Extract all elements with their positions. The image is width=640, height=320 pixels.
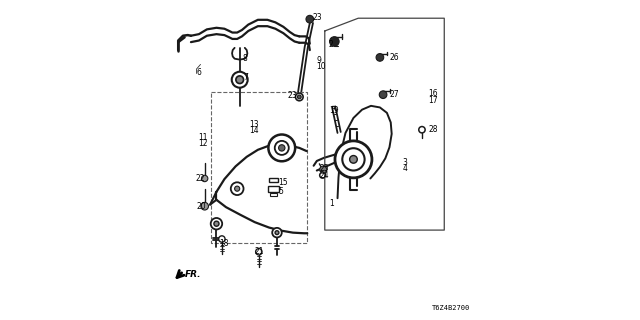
Text: 18: 18: [220, 239, 229, 248]
Circle shape: [298, 95, 301, 99]
Circle shape: [278, 145, 285, 151]
Text: 19: 19: [330, 106, 339, 115]
Text: 17: 17: [428, 96, 438, 105]
Text: 6: 6: [196, 68, 201, 77]
Circle shape: [342, 148, 365, 171]
Text: 3: 3: [402, 158, 407, 167]
Text: 16: 16: [428, 89, 438, 98]
Circle shape: [272, 228, 282, 237]
Text: 1: 1: [329, 199, 333, 208]
Circle shape: [335, 141, 372, 178]
Text: 28: 28: [428, 125, 438, 134]
Text: T6Z4B2700: T6Z4B2700: [431, 305, 470, 311]
Circle shape: [202, 175, 208, 182]
Circle shape: [235, 186, 240, 191]
Text: 5: 5: [278, 187, 283, 196]
Text: 27: 27: [390, 90, 399, 99]
Circle shape: [349, 156, 357, 163]
Text: 7: 7: [243, 73, 248, 82]
Text: 23: 23: [287, 91, 297, 100]
Text: 20: 20: [196, 202, 206, 211]
Circle shape: [330, 37, 339, 46]
Text: 21: 21: [255, 247, 264, 256]
Circle shape: [306, 15, 314, 23]
Text: 9: 9: [316, 56, 321, 65]
Circle shape: [236, 76, 244, 84]
Text: 13: 13: [249, 120, 259, 129]
Text: 8: 8: [243, 54, 248, 63]
Circle shape: [380, 91, 387, 99]
Text: 15: 15: [278, 179, 287, 188]
Text: 25: 25: [319, 164, 329, 173]
Circle shape: [320, 166, 326, 173]
Circle shape: [255, 249, 262, 255]
Circle shape: [268, 134, 295, 161]
Text: 24: 24: [319, 171, 329, 180]
Text: 22: 22: [195, 174, 205, 183]
Text: 14: 14: [249, 126, 259, 135]
Text: 4: 4: [402, 164, 407, 173]
Circle shape: [232, 72, 248, 88]
Text: 10: 10: [316, 62, 326, 71]
Circle shape: [219, 236, 225, 242]
Circle shape: [214, 221, 219, 226]
Text: 12: 12: [198, 139, 208, 148]
Text: 26: 26: [390, 53, 399, 62]
Text: 23: 23: [313, 13, 323, 22]
Circle shape: [275, 141, 289, 155]
Circle shape: [211, 218, 222, 229]
Bar: [269, 193, 277, 196]
Circle shape: [201, 202, 209, 210]
Circle shape: [376, 53, 384, 61]
Circle shape: [320, 172, 325, 178]
Text: 2: 2: [329, 40, 333, 49]
Circle shape: [296, 93, 303, 101]
Bar: [268, 186, 278, 193]
Circle shape: [275, 231, 279, 235]
Bar: [269, 178, 278, 182]
Circle shape: [419, 126, 425, 133]
Text: 11: 11: [198, 132, 208, 141]
Circle shape: [231, 182, 244, 195]
Text: FR.: FR.: [184, 269, 201, 279]
